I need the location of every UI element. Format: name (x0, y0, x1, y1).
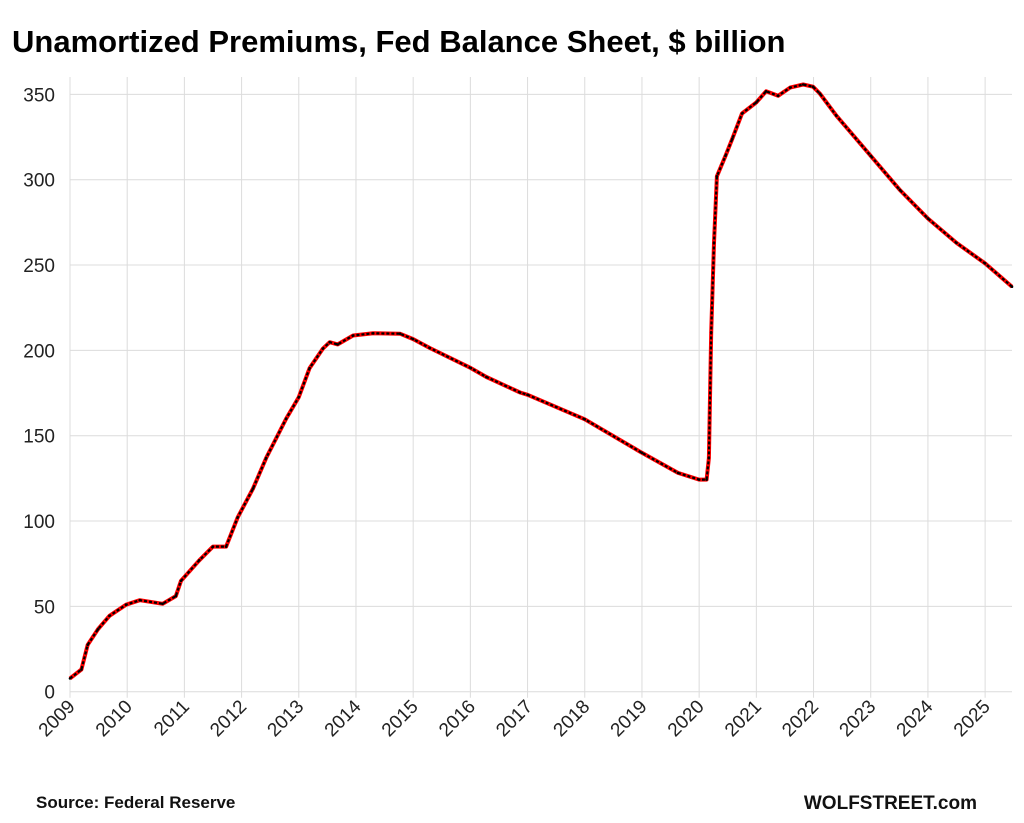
data-point (955, 241, 958, 245)
data-point (224, 545, 228, 548)
x-tick-label: 2010 (92, 696, 137, 741)
y-tick-label: 0 (44, 683, 55, 704)
data-point (926, 217, 930, 220)
data-point (869, 154, 873, 158)
chart-title: Unamortized Premiums, Fed Balance Sheet,… (12, 24, 785, 59)
data-point (640, 451, 644, 455)
data-point (715, 175, 719, 178)
x-tick-label: 2019 (607, 696, 652, 741)
data-point (411, 337, 415, 341)
source-note: Source: Federal Reserve (36, 793, 235, 812)
data-point (321, 347, 325, 350)
data-point (518, 391, 522, 394)
data-point (485, 375, 488, 379)
x-tick-label: 2023 (836, 696, 881, 741)
data-point (108, 614, 111, 618)
data-point (898, 188, 902, 192)
y-tick-label: 200 (23, 341, 55, 362)
y-tick-label: 50 (34, 597, 55, 618)
data-point (811, 85, 815, 89)
data-point (174, 594, 178, 598)
data-point (983, 262, 987, 265)
x-tick-label: 2012 (206, 696, 251, 741)
x-tick-label: 2009 (35, 696, 80, 741)
y-tick-label: 350 (23, 85, 55, 106)
data-point (705, 478, 708, 481)
data-point (724, 154, 727, 158)
x-tick-label: 2025 (950, 696, 995, 741)
data-point (712, 241, 716, 245)
data-point (264, 456, 268, 460)
data-point (469, 366, 473, 370)
data-point (697, 478, 701, 481)
data-point (179, 579, 183, 583)
data-point (371, 332, 375, 335)
data-point (818, 92, 822, 95)
x-tick-label: 2024 (893, 696, 938, 741)
x-tick-label: 2014 (321, 696, 366, 741)
y-tick-label: 300 (23, 171, 55, 192)
x-tick-label: 2015 (378, 696, 423, 741)
y-tick-label: 100 (23, 512, 55, 533)
x-axis-ticks: 2009 2010 2011 2012 2013 2014 2015 2016 2017 2018… (35, 696, 995, 741)
data-point (328, 340, 331, 344)
data-point (709, 330, 713, 334)
data-point (755, 101, 758, 104)
gridlines (69, 77, 1012, 698)
brand-watermark: WOLFSTREET.com (804, 793, 977, 814)
data-point (776, 94, 780, 98)
data-point (740, 112, 744, 115)
x-tick-label: 2011 (150, 696, 194, 740)
data-point (351, 334, 355, 337)
data-point (284, 417, 288, 420)
data-point (398, 332, 402, 335)
data-point (308, 366, 311, 370)
data-point (96, 627, 100, 631)
x-tick-label: 2018 (550, 696, 595, 741)
data-point (788, 86, 792, 89)
x-tick-label: 2022 (778, 696, 823, 741)
data-point (297, 395, 301, 399)
data-point (583, 418, 587, 421)
data-point (764, 90, 768, 93)
data-point (68, 677, 72, 680)
x-tick-label: 2013 (264, 696, 309, 741)
data-point (124, 603, 128, 606)
data-point (707, 456, 711, 460)
x-tick-label: 2021 (721, 696, 766, 741)
data-point (801, 83, 805, 86)
x-tick-label: 2020 (664, 696, 709, 741)
y-tick-label: 150 (23, 427, 55, 448)
data-point (236, 516, 239, 519)
data-point (80, 668, 83, 671)
x-tick-label: 2017 (492, 696, 537, 741)
data-point (526, 393, 529, 397)
series-group (68, 82, 1014, 680)
data-point (835, 114, 838, 118)
data-point (1010, 285, 1014, 289)
data-point (336, 343, 339, 346)
data-point (428, 346, 432, 350)
data-point (251, 487, 255, 490)
data-point (676, 471, 680, 475)
data-point (211, 545, 215, 548)
data-point (86, 643, 90, 647)
data-point (197, 558, 201, 562)
data-point (731, 137, 734, 141)
y-tick-label: 250 (23, 256, 55, 277)
data-point (138, 598, 142, 602)
y-axis-ticks: 0 50 100 150 200 250 300 350 (23, 85, 55, 703)
x-tick-label: 2016 (435, 696, 480, 741)
data-point (161, 602, 164, 606)
